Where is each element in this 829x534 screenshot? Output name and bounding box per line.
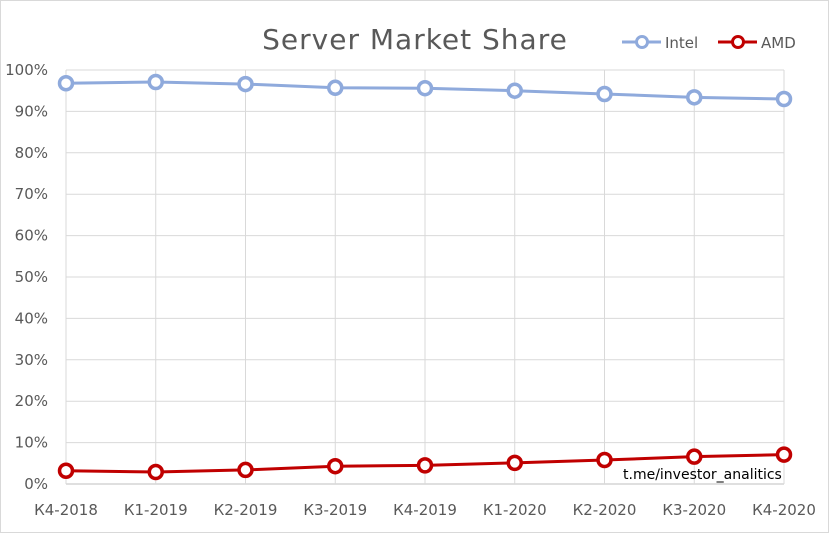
y-tick-label: 30% — [15, 351, 48, 369]
data-point-intel — [775, 90, 793, 108]
data-point-intel — [237, 75, 254, 93]
y-tick-label: 40% — [15, 309, 48, 327]
y-tick-label: 0% — [24, 475, 48, 493]
data-point-intel — [506, 82, 523, 99]
legend-swatch-marker-intel — [635, 35, 649, 49]
y-tick-label: 90% — [15, 102, 48, 120]
x-tick-label: К1-2020 — [483, 501, 547, 519]
x-tick-label: К4-2020 — [752, 501, 816, 519]
data-point-intel — [147, 73, 164, 91]
data-point-amd — [775, 446, 793, 463]
legend-label-intel: Intel — [665, 34, 698, 52]
data-point-amd — [327, 457, 344, 475]
x-tick-label: К3-2019 — [303, 501, 367, 519]
legend-label-amd: AMD — [761, 34, 796, 52]
series-amd — [57, 446, 793, 481]
data-point-intel — [416, 79, 434, 97]
y-tick-label: 20% — [15, 392, 48, 410]
data-point-intel — [57, 74, 75, 92]
y-axis-tick-labels: 0% 10% 20% 30% 40% 50% 60% 70% 80% 90% 100% — [5, 61, 48, 493]
x-axis-tick-labels: К4-2018 К1-2019 К2-2019 К3-2019 К4-2019 К1-20… — [34, 501, 816, 519]
y-tick-label: 60% — [15, 227, 48, 245]
legend-item-intel: Intel — [622, 34, 698, 52]
x-tick-label: К4-2019 — [393, 501, 457, 519]
data-point-amd — [596, 451, 613, 469]
gridlines — [65, 69, 785, 485]
x-tick-label: К4-2018 — [34, 501, 98, 519]
x-tick-label: К2-2019 — [214, 501, 278, 519]
data-point-amd — [57, 462, 75, 480]
series-intel — [57, 73, 793, 108]
series-layer — [57, 73, 793, 481]
x-tick-label: К1-2019 — [124, 501, 188, 519]
legend-swatch-marker-amd — [731, 35, 745, 49]
x-tick-label: К3-2020 — [662, 501, 726, 519]
y-tick-label: 70% — [15, 185, 48, 203]
data-point-intel — [596, 85, 613, 103]
data-point-amd — [416, 457, 434, 474]
y-tick-label: 80% — [15, 144, 48, 162]
y-tick-label: 100% — [5, 61, 48, 79]
y-tick-label: 50% — [15, 268, 48, 286]
chart-title: Server Market Share — [262, 23, 568, 56]
data-point-intel — [327, 79, 344, 97]
legend: Intel AMD — [622, 34, 796, 52]
legend-item-amd: AMD — [718, 34, 796, 52]
data-point-intel — [686, 89, 703, 106]
data-point-amd — [686, 448, 703, 465]
data-point-amd — [506, 454, 523, 472]
x-tick-label: К2-2020 — [573, 501, 637, 519]
watermark-text: t.me/investor_analitics — [623, 467, 782, 483]
y-tick-label: 10% — [15, 434, 48, 452]
data-point-amd — [147, 463, 164, 481]
data-point-amd — [237, 461, 254, 479]
